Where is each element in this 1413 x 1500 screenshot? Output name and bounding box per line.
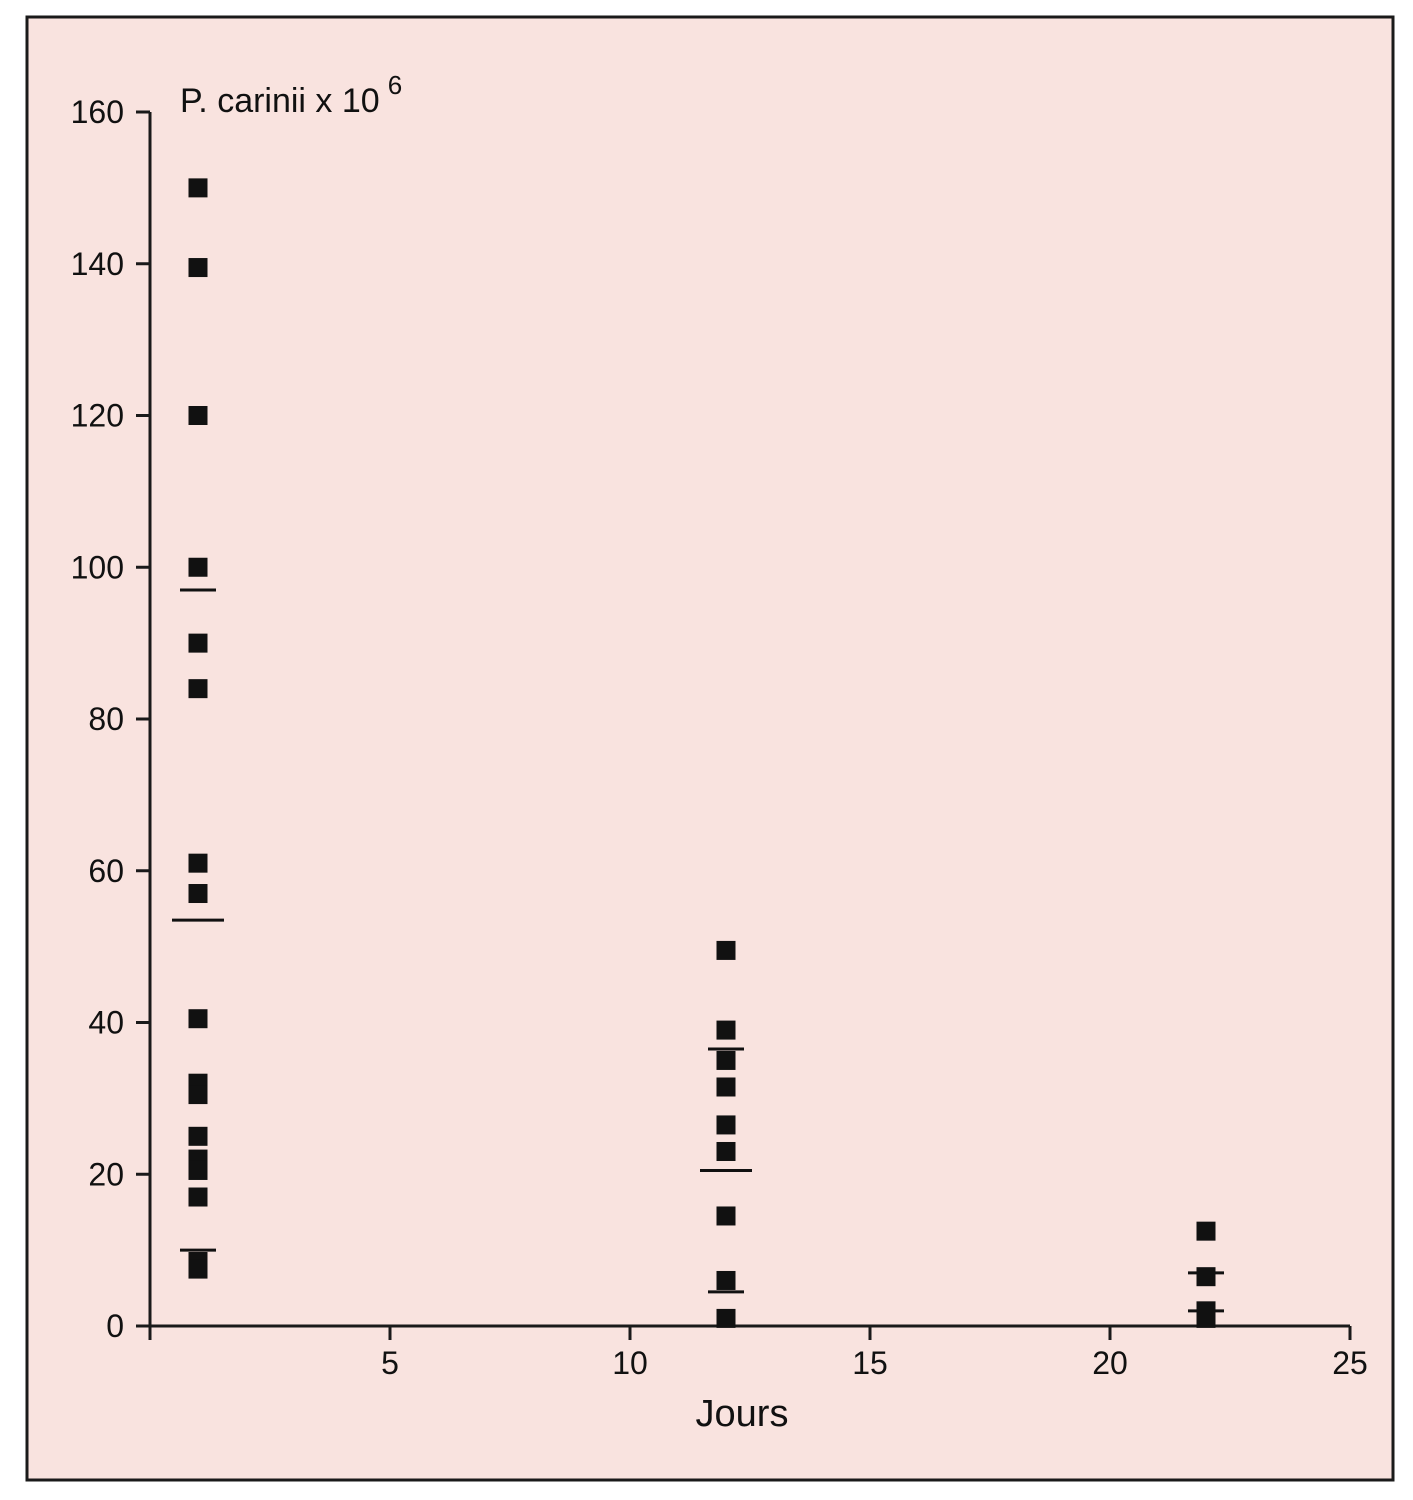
y-tick-label: 80 — [88, 701, 124, 737]
data-point — [1196, 1221, 1216, 1241]
data-point — [716, 1115, 736, 1135]
y-tick-label: 120 — [71, 398, 124, 434]
y-tick-label: 40 — [88, 1005, 124, 1041]
reference-lines — [172, 588, 1224, 1313]
y-tick-label: 160 — [71, 94, 124, 130]
chart-background — [25, 15, 1395, 1482]
data-point — [1196, 1308, 1216, 1328]
data-point — [1196, 1267, 1216, 1287]
data-point — [188, 1160, 208, 1180]
data-point — [188, 258, 208, 278]
data-point — [188, 1126, 208, 1146]
data-point — [188, 1085, 208, 1105]
data-point — [188, 853, 208, 873]
data-point — [188, 406, 208, 425]
data-point — [188, 884, 208, 904]
data-point — [716, 940, 736, 960]
data-point — [716, 1206, 736, 1226]
x-tick-label: 25 — [1332, 1345, 1368, 1381]
data-point — [716, 1077, 736, 1097]
data-point — [716, 1308, 736, 1328]
data-point — [188, 178, 208, 198]
y-tick-label: 60 — [88, 853, 124, 889]
data-point — [716, 1270, 736, 1290]
x-axis-title: Jours — [696, 1393, 789, 1435]
data-point — [188, 557, 208, 577]
x-tick-label: 10 — [612, 1345, 648, 1381]
data-point — [188, 1187, 208, 1207]
data-points — [188, 178, 1216, 1328]
data-point — [188, 1009, 208, 1029]
y-axis-label: P. carinii x 10 6 — [180, 70, 402, 120]
y-tick-label: 100 — [71, 549, 124, 585]
y-axis-label-base: P. carinii x 10 — [180, 82, 380, 120]
y-tick-label: 0 — [106, 1308, 124, 1344]
data-point — [716, 1141, 736, 1161]
data-point — [716, 1050, 736, 1070]
x-tick-label: 20 — [1092, 1345, 1128, 1381]
y-tick-label: 20 — [88, 1156, 124, 1192]
x-ticks: 5 10 15 20 25 — [148, 1326, 1368, 1381]
y-axis-label-exponent: 6 — [388, 70, 402, 100]
x-tick-label: 5 — [381, 1345, 399, 1381]
x-tick-label: 15 — [852, 1345, 888, 1381]
data-point — [716, 1020, 736, 1040]
y-ticks: 0 20 40 60 80 100 120 140 160 — [71, 94, 150, 1344]
data-point — [188, 633, 208, 653]
data-point — [188, 1259, 208, 1279]
y-tick-label: 140 — [71, 246, 124, 282]
data-point — [188, 679, 208, 699]
